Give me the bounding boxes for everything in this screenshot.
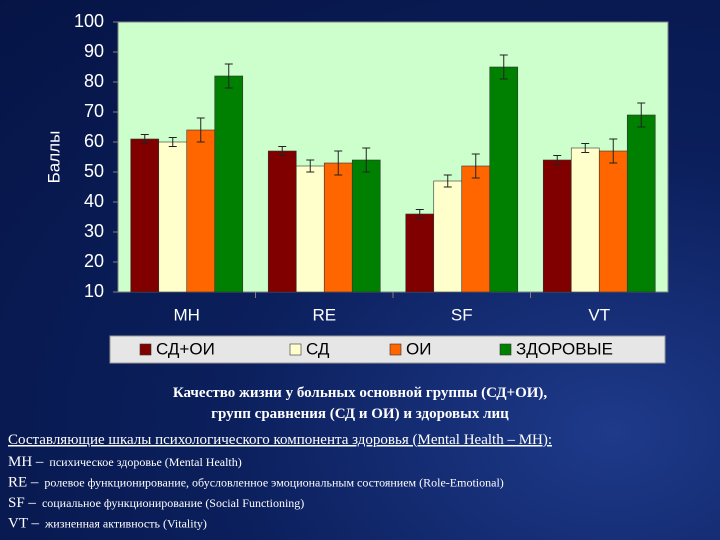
legend-swatch <box>499 343 512 356</box>
note-item: SF – социальное функционирование (Social … <box>8 495 304 511</box>
note-abbr: RE – <box>8 475 39 491</box>
bar <box>186 129 216 293</box>
error-bar <box>499 54 508 80</box>
y-axis-label: Баллы <box>44 131 63 184</box>
x-tick-label: RE <box>312 305 336 324</box>
error-bar <box>224 63 233 89</box>
x-tick-label: MH <box>174 305 200 324</box>
note-abbr: VT – <box>8 516 39 532</box>
bar <box>267 150 297 293</box>
note-item: VT – жизненная активность (Vitality) <box>8 516 207 532</box>
bar <box>461 165 491 293</box>
caption-line: Качество жизни у больных основной группы… <box>173 385 548 401</box>
error-bar <box>581 143 590 153</box>
note-abbr: MH – <box>8 454 44 470</box>
note-text: социальное функционирование (Social Func… <box>42 496 304 510</box>
bar <box>323 162 353 293</box>
legend-label: ЗДОРОВЫЕ <box>516 339 613 358</box>
y-tick-label: 80 <box>84 71 104 91</box>
error-bar <box>362 147 371 173</box>
legend-swatch <box>139 343 152 356</box>
bar <box>433 180 463 293</box>
error-bar <box>637 102 646 128</box>
y-tick-label: 10 <box>84 281 104 301</box>
note-item: MH – психическое здоровье (Mental Health) <box>8 454 242 470</box>
y-tick-label: 100 <box>74 11 104 31</box>
error-bar <box>553 155 562 165</box>
error-bar <box>306 159 315 173</box>
bar <box>626 114 656 293</box>
x-tick-label: VT <box>588 305 610 324</box>
y-tick-label: 40 <box>84 191 104 211</box>
legend-swatch <box>289 343 302 356</box>
y-tick-label: 70 <box>84 101 104 121</box>
bar <box>489 66 519 293</box>
legend-box <box>109 335 666 364</box>
error-bar <box>278 146 287 156</box>
y-tick-label: 50 <box>84 161 104 181</box>
bar <box>542 159 572 293</box>
error-bar <box>140 134 149 144</box>
caption-line: групп сравнения (СД и ОИ) и здоровых лиц <box>211 406 509 422</box>
y-tick-label: 20 <box>84 251 104 271</box>
error-bar <box>443 174 452 188</box>
note-text: психическое здоровье (Mental Health) <box>49 455 241 469</box>
bar <box>598 150 628 293</box>
error-bar <box>471 153 480 179</box>
bar <box>158 141 188 293</box>
bar <box>130 138 160 293</box>
bar <box>570 147 600 293</box>
error-bar <box>334 150 343 176</box>
note-text: жизненная активность (Vitality) <box>44 517 207 531</box>
error-bar <box>196 117 205 143</box>
bar <box>351 159 381 293</box>
x-tick-label: SF <box>451 305 473 324</box>
legend-label: СД+ОИ <box>156 339 215 358</box>
note-text: ролевое функционирование, обусловленное … <box>44 476 503 490</box>
notes-heading: Составляющие шкалы психологического комп… <box>8 432 552 448</box>
y-tick-label: 90 <box>84 41 104 61</box>
error-bar <box>609 138 618 164</box>
error-bar <box>168 137 177 147</box>
legend-label: СД <box>306 339 330 358</box>
legend-label: ОИ <box>406 339 431 358</box>
note-abbr: SF – <box>8 495 36 511</box>
bar <box>405 213 435 293</box>
bar <box>214 75 244 293</box>
y-tick-label: 60 <box>84 131 104 151</box>
bar <box>295 165 325 293</box>
y-tick-label: 30 <box>84 221 104 241</box>
legend-swatch <box>389 343 402 356</box>
note-item: RE – ролевое функционирование, обусловлен… <box>8 475 504 491</box>
error-bar <box>415 209 424 219</box>
